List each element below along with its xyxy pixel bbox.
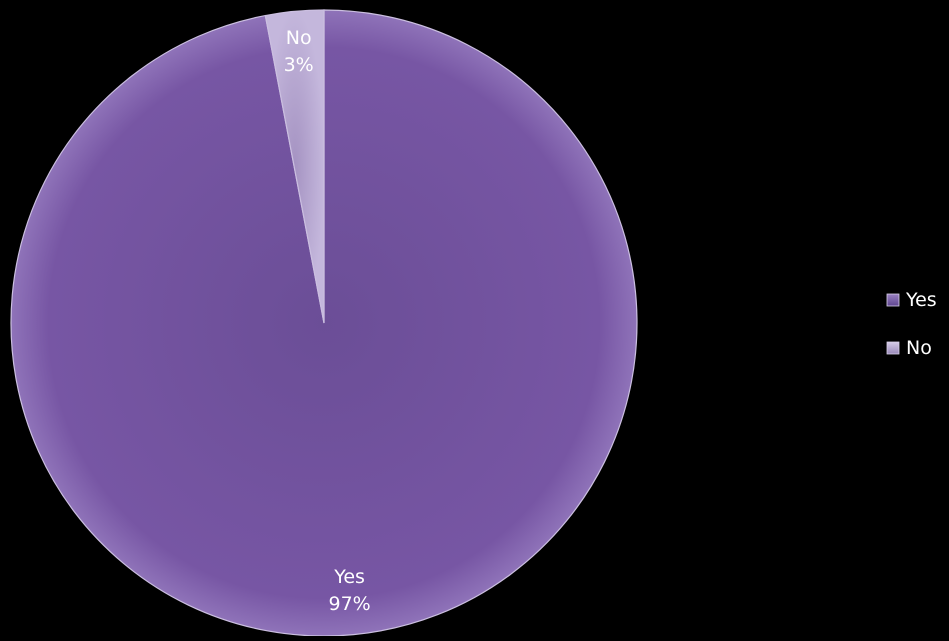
data-label-yes-percent: 97% (329, 593, 371, 615)
data-label-no-percent: 3% (284, 54, 314, 76)
pie-slice-no (264, 9, 325, 324)
data-label-yes-category: Yes (333, 566, 365, 588)
legend-label-no: No (906, 337, 932, 359)
legend-swatch-yes (886, 293, 900, 307)
pie-data-labels: Yes 97% No 3% (284, 27, 371, 615)
legend: Yes No (886, 289, 937, 359)
pie-slices (10, 9, 638, 637)
legend-label-yes: Yes (905, 289, 937, 311)
data-label-no-category: No (286, 27, 312, 49)
legend-swatch-no (886, 341, 900, 355)
